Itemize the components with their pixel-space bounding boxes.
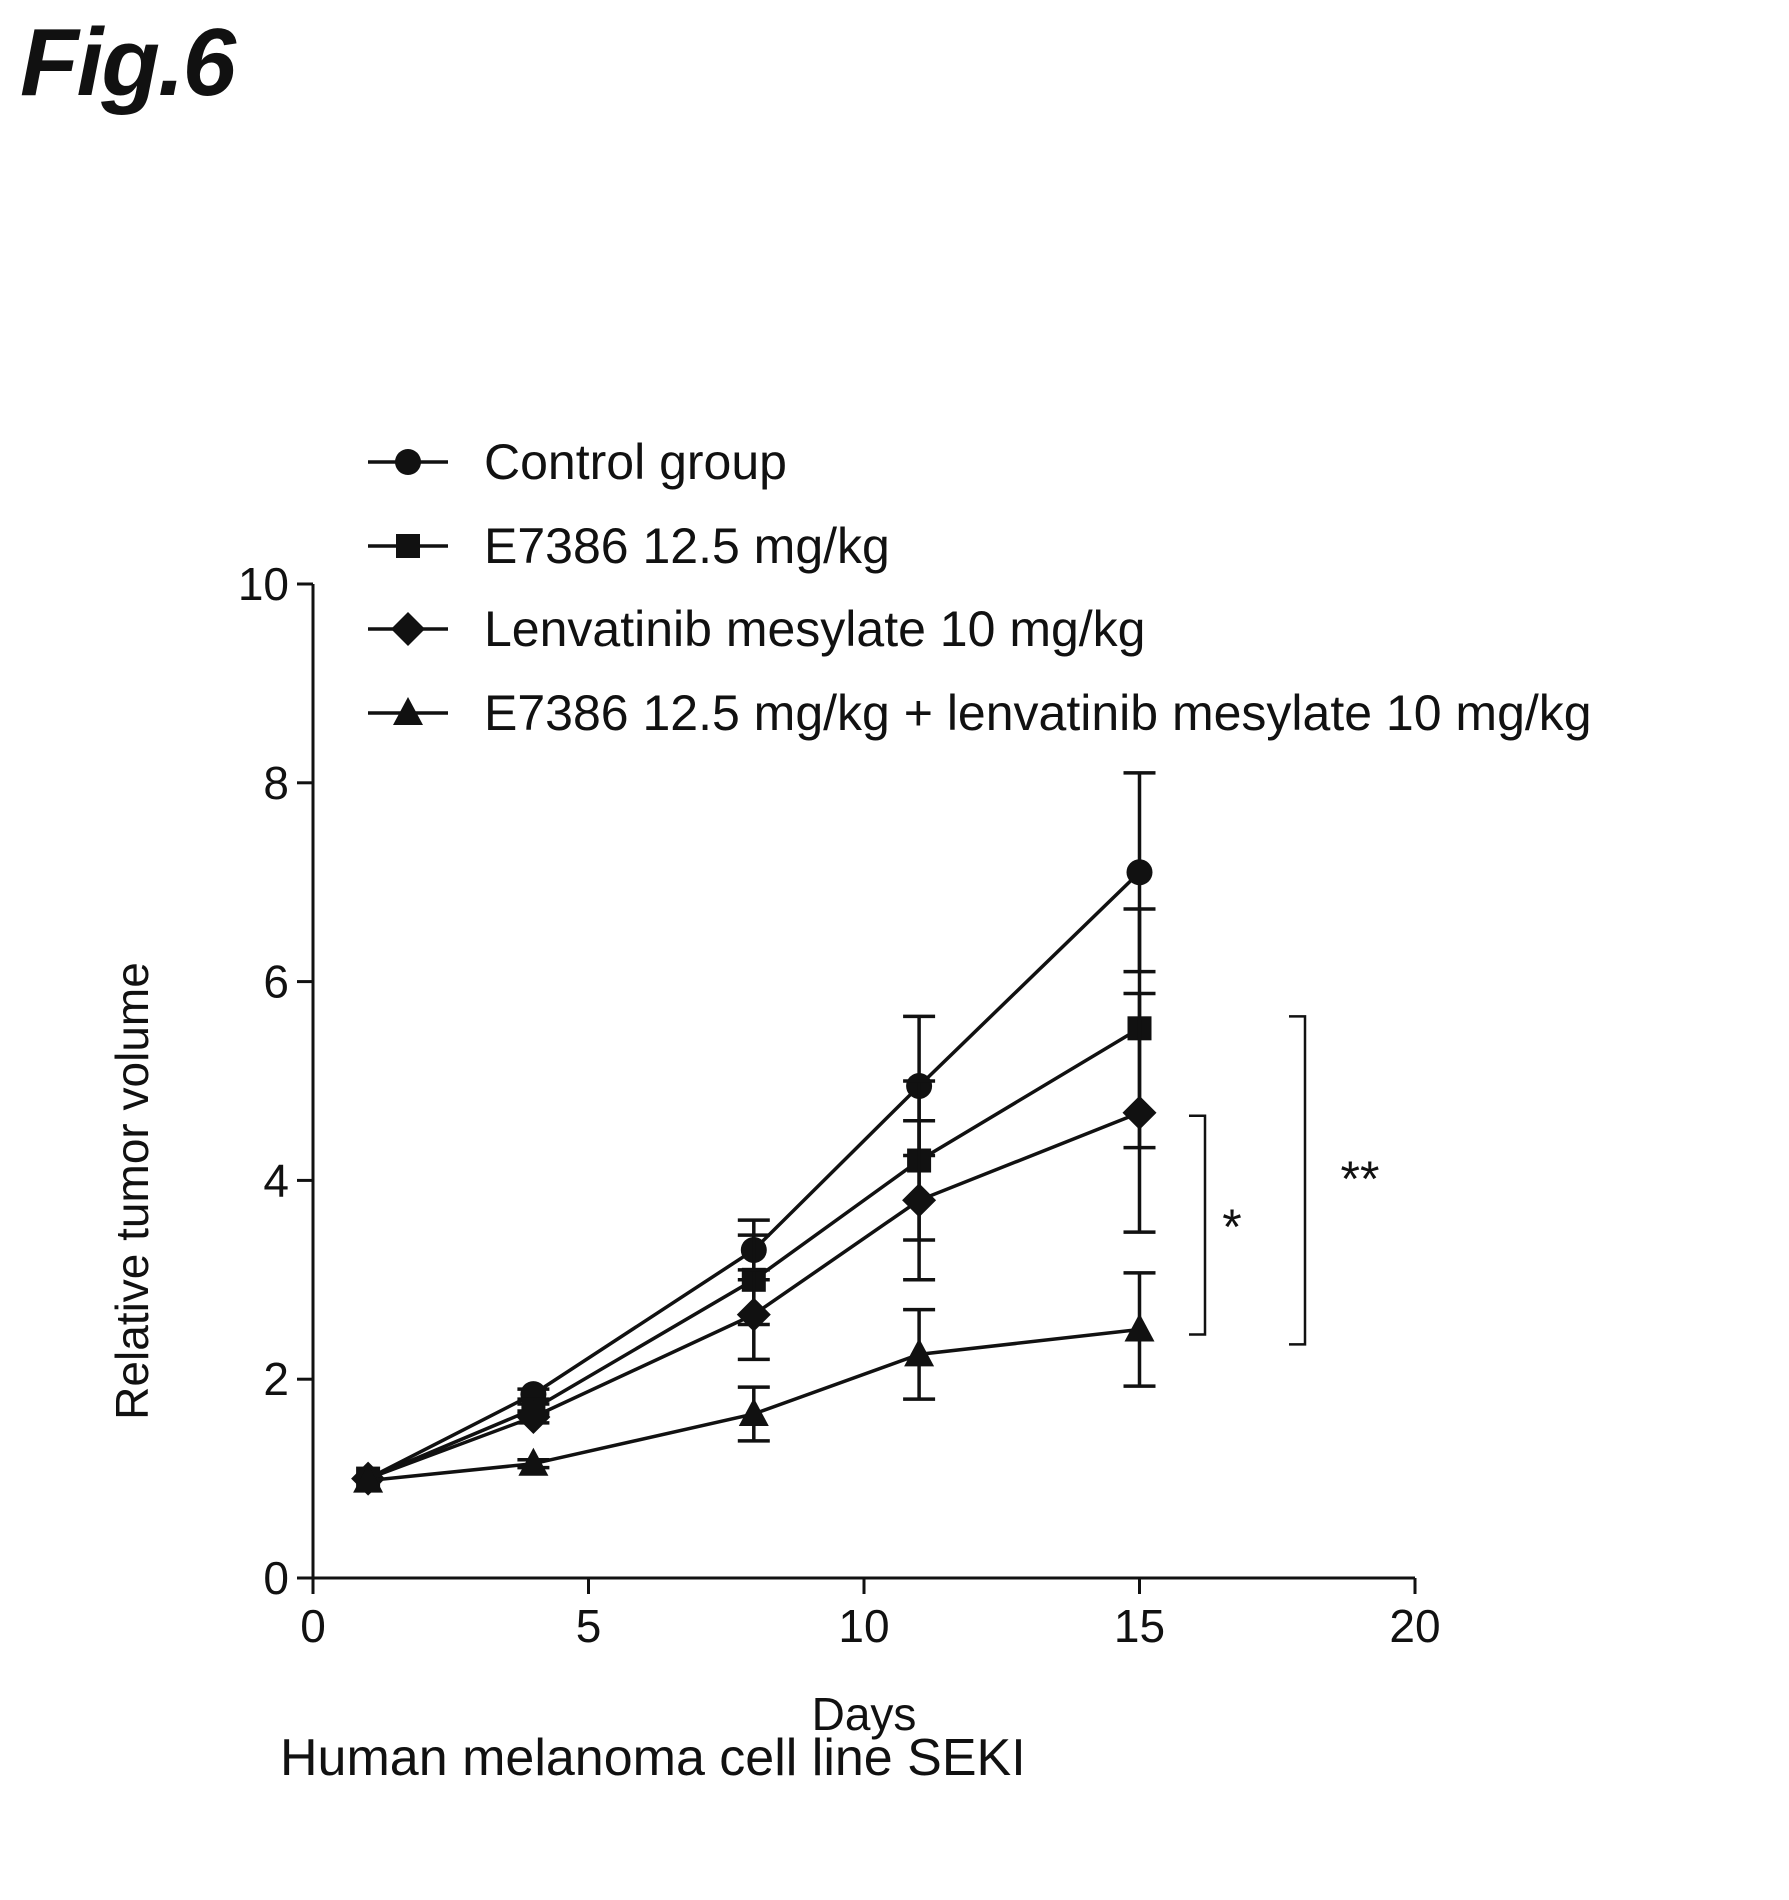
legend-label: Control group — [484, 434, 787, 490]
data-point — [1126, 859, 1153, 886]
legend-label: E7386 12.5 mg/kg + lenvatinib mesylate 1… — [484, 685, 1592, 741]
x-tick-label: 5 — [576, 1600, 602, 1652]
data-point — [902, 1183, 937, 1218]
series-1 — [355, 771, 1156, 1492]
y-tick-label: 6 — [263, 956, 289, 1008]
legend-marker — [391, 612, 425, 646]
significance-brackets: *** — [1189, 1015, 1380, 1346]
legend-label: E7386 12.5 mg/kg — [484, 518, 890, 574]
data-point — [1124, 1313, 1155, 1342]
data-point — [518, 1447, 549, 1476]
data-point — [1122, 1095, 1157, 1130]
legend-item: E7386 12.5 mg/kg + lenvatinib mesylate 1… — [368, 685, 1592, 741]
y-axis-label: Relative tumor volume — [106, 962, 158, 1420]
x-tick-label: 20 — [1389, 1600, 1440, 1652]
y-tick-label: 4 — [263, 1154, 289, 1206]
series-4 — [353, 1271, 1156, 1493]
axes: 0 2 4 6 8 10 0 5 10 15 20 Days Relative tumor vol… — [106, 558, 1441, 1740]
y-tick-label: 8 — [263, 757, 289, 809]
bracket-line — [1189, 1114, 1207, 1336]
significance-bracket: * — [1189, 1114, 1242, 1336]
bracket-line — [1289, 1015, 1307, 1346]
y-ticks: 0 2 4 6 8 10 — [238, 558, 313, 1604]
legend: Control group E7386 12.5 mg/kg Lenvatinib … — [368, 434, 1592, 741]
x-ticks: 0 5 10 15 20 — [300, 1578, 1441, 1652]
y-tick-label: 10 — [238, 558, 289, 610]
legend-marker — [395, 449, 421, 475]
data-point — [516, 1399, 551, 1434]
figure-caption: Human melanoma cell line SEKI — [280, 1729, 1026, 1787]
x-tick-label: 10 — [838, 1600, 889, 1652]
significance-label: ** — [1341, 1151, 1380, 1207]
y-tick-label: 0 — [263, 1552, 289, 1604]
x-axis-label: Days — [812, 1688, 917, 1740]
legend-label: Lenvatinib mesylate 10 mg/kg — [484, 601, 1145, 657]
legend-marker — [396, 534, 420, 558]
data-point — [353, 1464, 384, 1493]
data-point — [736, 1297, 771, 1332]
data-point — [738, 1397, 769, 1426]
data-point — [904, 1338, 935, 1367]
x-tick-label: 0 — [300, 1600, 326, 1652]
x-tick-label: 15 — [1114, 1600, 1165, 1652]
series-3 — [351, 991, 1157, 1496]
legend-item: Lenvatinib mesylate 10 mg/kg — [368, 601, 1145, 657]
significance-label: * — [1222, 1199, 1241, 1255]
y-tick-label: 2 — [263, 1353, 289, 1405]
figure-label: Fig.6 — [20, 9, 236, 116]
legend-item: E7386 12.5 mg/kg — [368, 518, 890, 574]
plot-area — [351, 771, 1157, 1496]
legend-item: Control group — [368, 434, 787, 490]
legend-marker — [393, 697, 423, 725]
significance-bracket: ** — [1289, 1015, 1380, 1346]
